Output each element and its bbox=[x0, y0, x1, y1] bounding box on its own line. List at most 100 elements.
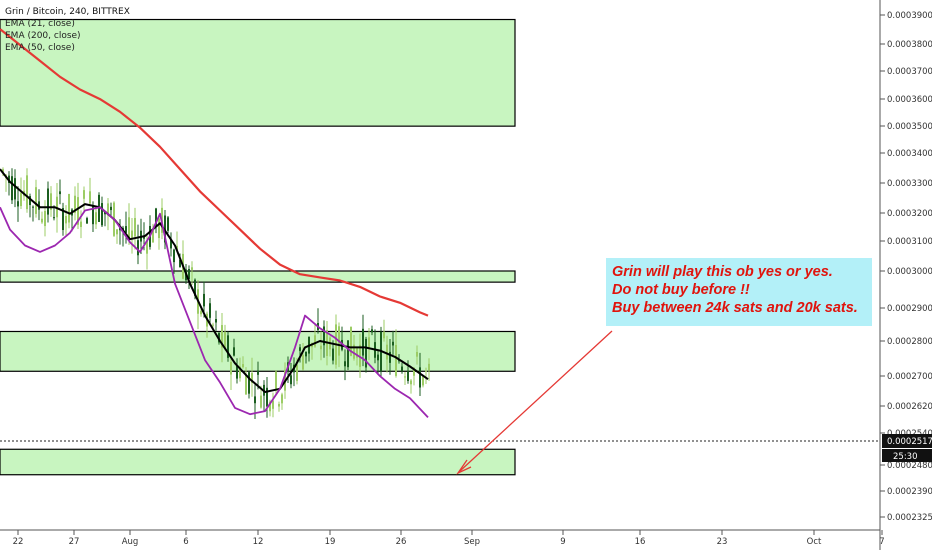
candle bbox=[224, 324, 226, 351]
candle bbox=[167, 215, 169, 234]
candle-body bbox=[74, 195, 76, 213]
x-tick-label: 7 bbox=[879, 537, 884, 547]
candle bbox=[248, 370, 250, 399]
candle bbox=[8, 171, 10, 196]
candle-body bbox=[50, 193, 52, 210]
candle-body bbox=[359, 344, 361, 367]
candle bbox=[383, 319, 385, 342]
candle-body bbox=[386, 344, 388, 360]
candle-body bbox=[131, 230, 133, 240]
candle bbox=[14, 169, 16, 208]
candle bbox=[23, 180, 25, 201]
candle-body bbox=[14, 178, 16, 200]
candle bbox=[35, 179, 37, 218]
candle bbox=[32, 205, 34, 222]
candle bbox=[152, 223, 154, 243]
candle-body bbox=[401, 366, 403, 372]
candle-body bbox=[305, 351, 307, 357]
note-line-2: Do not buy before !! bbox=[612, 282, 750, 298]
legend-ema-200[interactable]: EMA (200, close) bbox=[5, 31, 81, 41]
legend-ema-50[interactable]: EMA (50, close) bbox=[5, 43, 75, 53]
candle-body bbox=[83, 190, 85, 199]
candle-body bbox=[221, 325, 223, 348]
candle bbox=[416, 345, 418, 365]
legend-ema-21[interactable]: EMA (21, close) bbox=[5, 19, 75, 29]
candle bbox=[68, 193, 70, 229]
candle-body bbox=[377, 354, 379, 361]
candle-body bbox=[248, 372, 250, 394]
candle-body bbox=[416, 351, 418, 357]
zone-3 bbox=[0, 270, 516, 283]
x-tick-label: 12 bbox=[253, 537, 264, 547]
order-block-zones bbox=[0, 18, 516, 476]
candle bbox=[371, 325, 373, 336]
x-axis[interactable]: 22 27 Aug 6 12 19 26 Sep 9 16 23 Oct 7 bbox=[13, 530, 885, 547]
candle-body bbox=[422, 375, 424, 386]
candle-body bbox=[68, 193, 70, 223]
candle-body bbox=[245, 374, 247, 395]
candle-body bbox=[344, 361, 346, 367]
candle-body bbox=[146, 240, 148, 254]
x-tick-label: 27 bbox=[69, 537, 80, 547]
note-line-1: Grin will play this ob yes or yes. bbox=[612, 264, 833, 280]
candle bbox=[278, 401, 280, 412]
candle-body bbox=[236, 365, 238, 379]
candle-body bbox=[383, 331, 385, 339]
candle-body bbox=[128, 217, 130, 239]
candle-body bbox=[266, 387, 268, 407]
x-tick-label: Oct bbox=[807, 537, 822, 547]
candle bbox=[26, 168, 28, 213]
candle bbox=[359, 333, 361, 378]
candle-body bbox=[92, 205, 94, 225]
candle bbox=[209, 297, 211, 324]
candle bbox=[89, 177, 91, 206]
candle-body bbox=[395, 345, 397, 376]
candle bbox=[299, 344, 301, 363]
candle bbox=[134, 207, 136, 250]
candle bbox=[188, 265, 190, 289]
candle-body bbox=[62, 208, 64, 230]
candle bbox=[182, 240, 184, 280]
candle-body bbox=[227, 335, 229, 358]
candle-body bbox=[116, 229, 118, 235]
ema-200-line bbox=[0, 28, 429, 317]
candle-body bbox=[56, 196, 58, 218]
candle-body bbox=[242, 364, 244, 368]
candle-body bbox=[143, 236, 145, 239]
chart-legend: Grin / Bitcoin, 240, BITTREX EMA (21, cl… bbox=[5, 6, 130, 54]
candle-body bbox=[296, 364, 298, 381]
candle bbox=[377, 349, 379, 375]
candle-body bbox=[203, 293, 205, 307]
candle bbox=[83, 186, 85, 213]
candle-body bbox=[107, 203, 109, 216]
candle-body bbox=[302, 355, 304, 370]
candle-body bbox=[320, 345, 322, 350]
candle-body bbox=[89, 191, 91, 204]
candle bbox=[101, 196, 103, 228]
candle bbox=[401, 362, 403, 374]
candle-body bbox=[299, 347, 301, 351]
candle-body bbox=[356, 348, 358, 358]
candle-body bbox=[125, 226, 127, 233]
symbol-title[interactable]: Grin / Bitcoin, 240, BITTREX bbox=[5, 7, 130, 17]
candle-body bbox=[137, 240, 139, 256]
candle-body bbox=[65, 215, 67, 224]
candle-body bbox=[59, 191, 61, 195]
candle-body bbox=[215, 319, 217, 323]
ema-21-line bbox=[0, 168, 429, 393]
candle bbox=[86, 216, 88, 224]
candle-body bbox=[272, 400, 274, 409]
x-tick-label: 22 bbox=[13, 537, 24, 547]
candle bbox=[191, 261, 193, 285]
annotation-arrow bbox=[456, 330, 613, 475]
